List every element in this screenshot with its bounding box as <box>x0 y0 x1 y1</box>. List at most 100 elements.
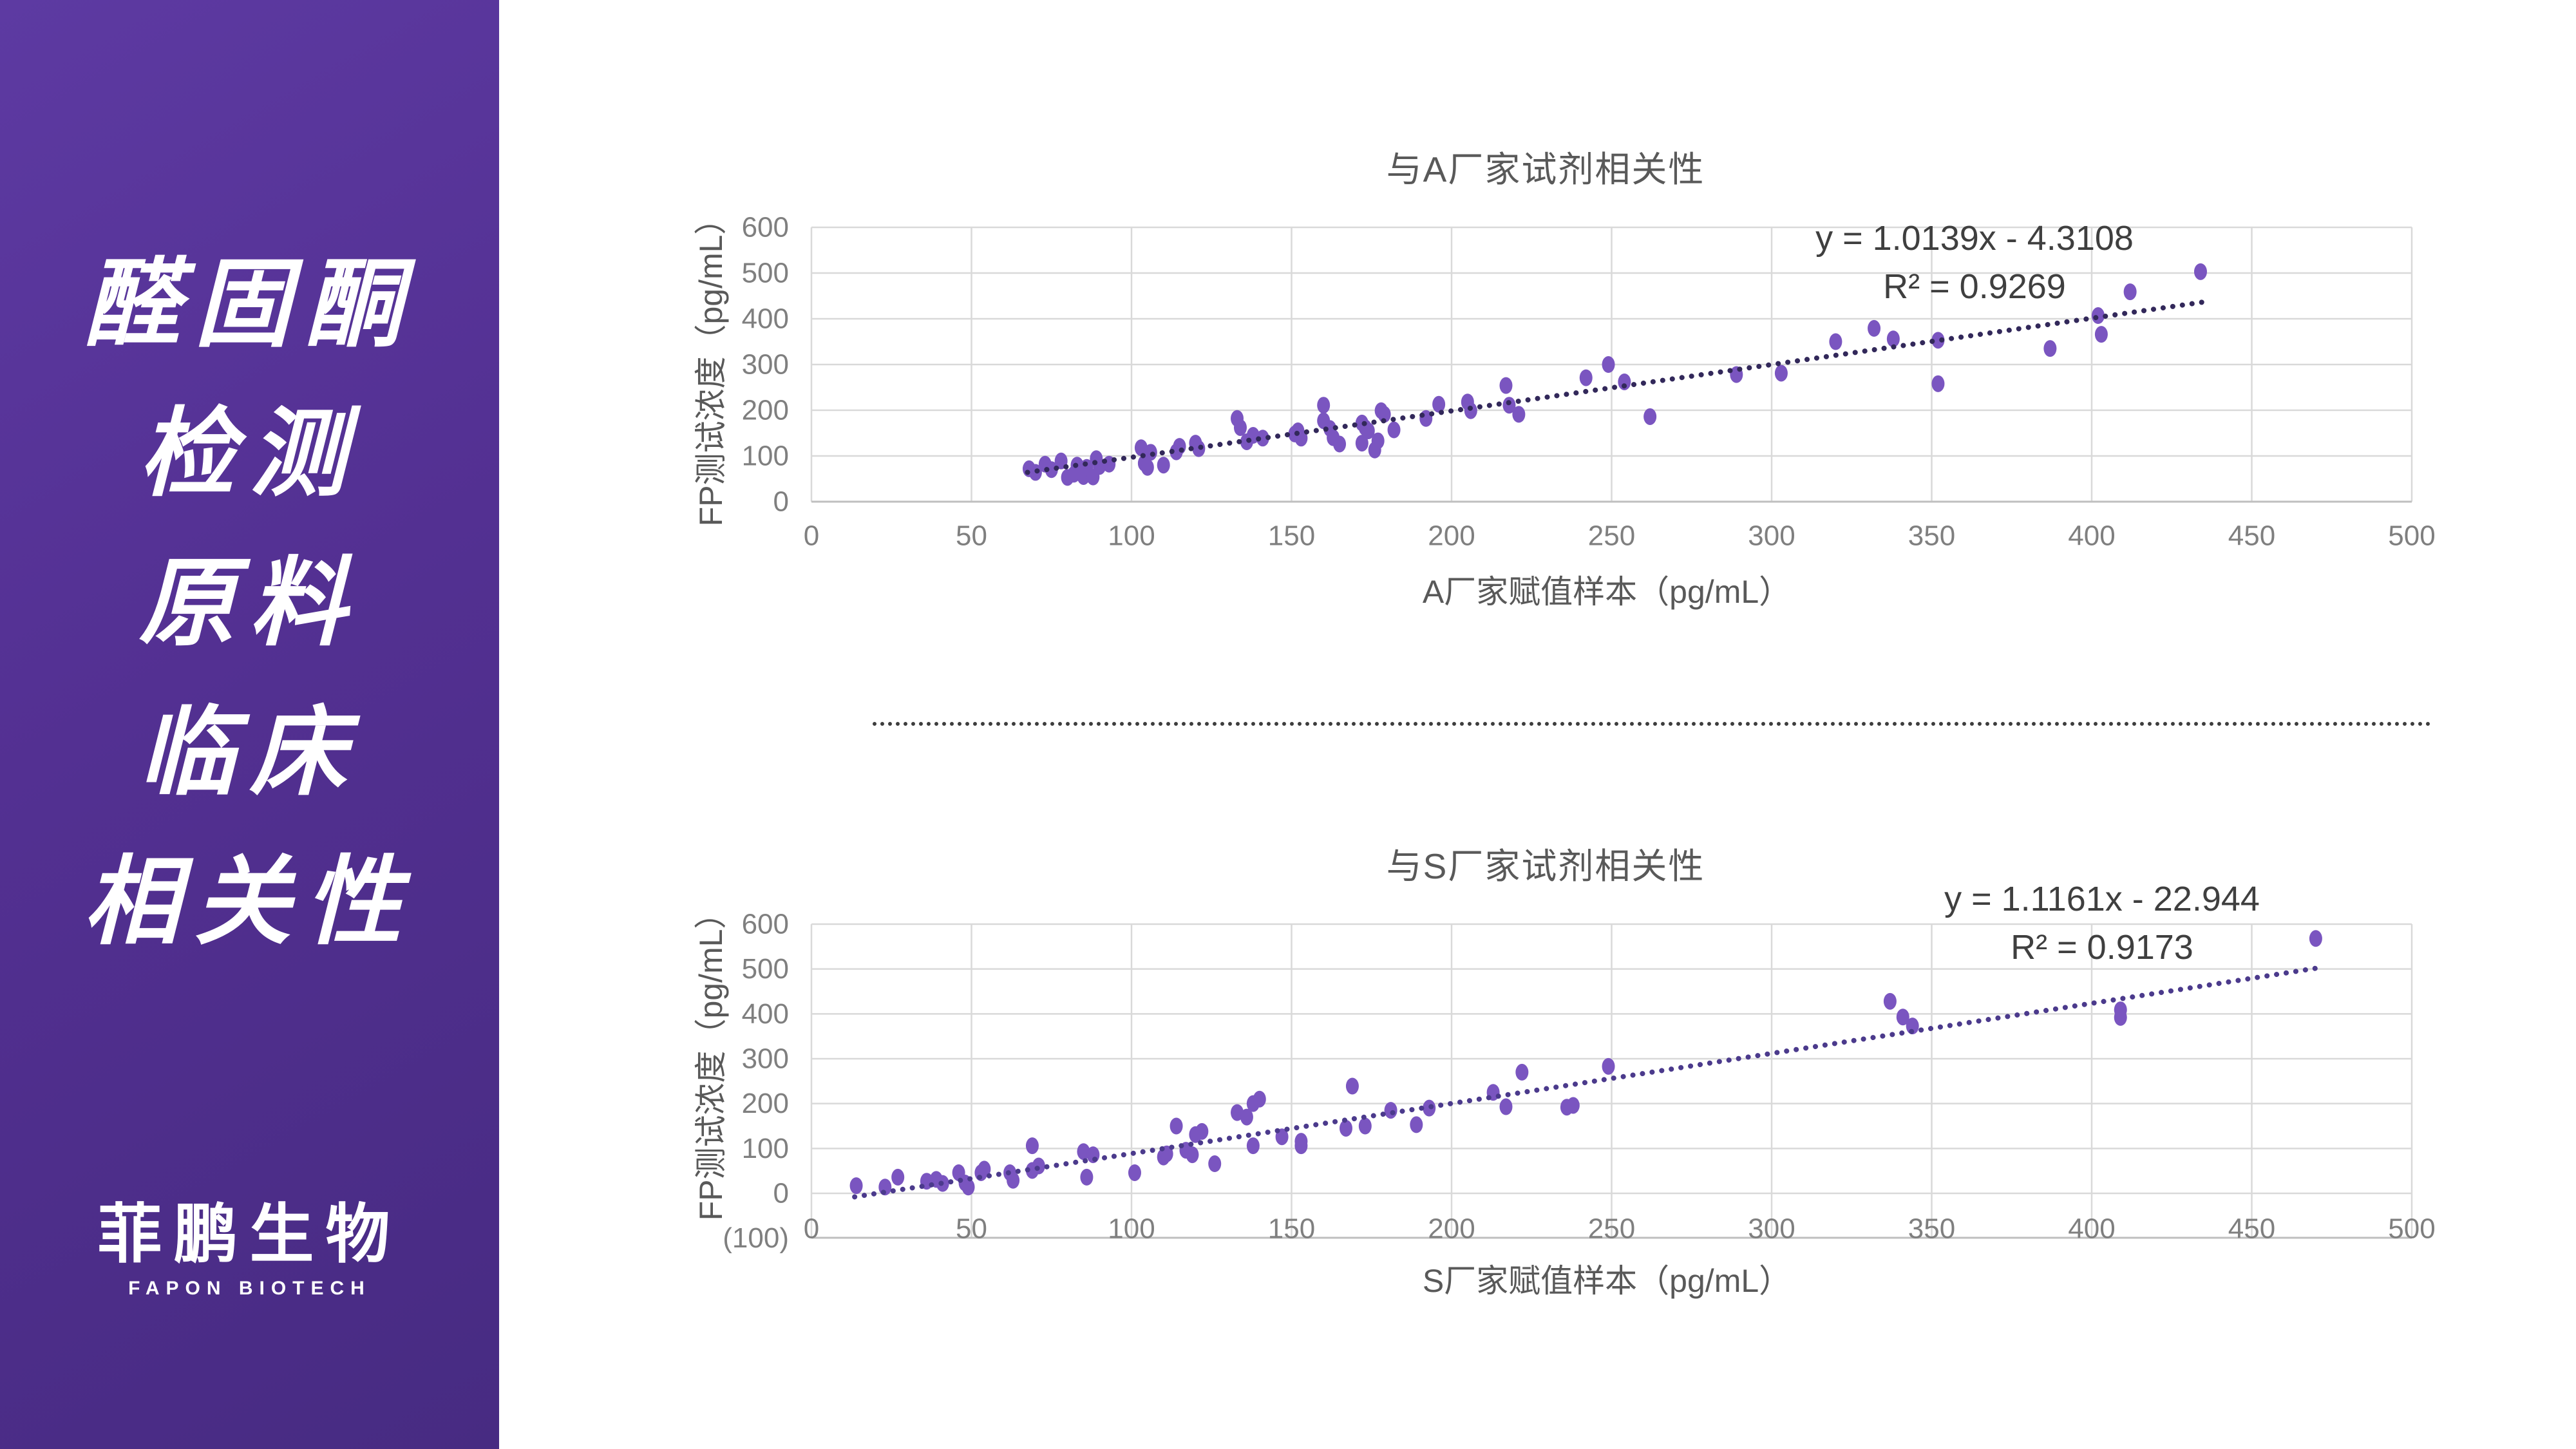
scatter-point <box>891 1168 905 1186</box>
brand-logo: 菲鹏生物 FAPON BIOTECH <box>0 1199 499 1300</box>
chart-s-y-axis-title: FP测试浓度（pg/mL） <box>693 896 729 1221</box>
svg-text:300: 300 <box>1748 1213 1795 1245</box>
slide-title-line: 原料 <box>138 549 361 657</box>
svg-text:600: 600 <box>742 212 789 243</box>
divider-line <box>873 722 2431 726</box>
scatter-point <box>1384 1102 1397 1119</box>
svg-text:200: 200 <box>1428 520 1475 552</box>
chart-a-x-tick-labels: 0 50 100 150 200 250 300 350 400 450 500 <box>804 520 2436 552</box>
slide-title: 醛固酮 检测 原料 临床 相关性 <box>0 229 499 976</box>
slide-title-line: 临床 <box>138 698 361 806</box>
scatter-point <box>1240 1108 1253 1126</box>
scatter-point <box>1931 332 1945 349</box>
scatter-point <box>1387 421 1401 439</box>
svg-text:250: 250 <box>1588 520 1635 552</box>
scatter-point <box>1045 461 1058 478</box>
svg-text:300: 300 <box>1748 520 1795 552</box>
scatter-point <box>1080 1168 1094 1186</box>
chart-s: 0 50 100 150 200 250 300 350 400 450 500 0 100 200 300… <box>723 909 2435 1255</box>
scatter-point <box>1512 406 1526 423</box>
slide-title-line: 相关性 <box>83 848 416 956</box>
svg-text:400: 400 <box>2068 520 2115 552</box>
chart-a-x-axis-title: A厂家赋值样本（pg/mL） <box>1422 574 1792 610</box>
scatter-point <box>1333 435 1347 453</box>
scatter-point <box>2043 340 2057 357</box>
chart-a: 0 50 100 150 200 250 300 350 400 450 500 0 100 200 300… <box>742 212 2436 552</box>
scatter-point <box>1233 419 1247 436</box>
scatter-point <box>1774 365 1788 382</box>
scatter-point <box>1371 432 1385 450</box>
scatter-point <box>1515 1063 1529 1081</box>
svg-text:500: 500 <box>2388 520 2435 552</box>
chart-s-equation-block: y = 1.1161x - 22.944 R² = 0.9173 <box>1944 875 2260 972</box>
chart-s-trendline-equation: y = 1.1161x - 22.944 <box>1944 880 2260 918</box>
svg-text:0: 0 <box>773 1178 789 1209</box>
svg-text:500: 500 <box>2388 1213 2435 1245</box>
scatter-point <box>1883 992 1897 1010</box>
svg-text:200: 200 <box>1428 1213 1475 1245</box>
chart-a-trendline-equation: y = 1.0139x - 4.3108 <box>1815 219 2134 258</box>
scatter-point <box>1358 1117 1372 1135</box>
scatter-point <box>1345 1077 1359 1095</box>
scatter-point <box>1141 459 1154 476</box>
scatter-point <box>2309 930 2322 947</box>
svg-text:400: 400 <box>742 303 789 335</box>
sidebar: 醛固酮 检测 原料 临床 相关性 菲鹏生物 FAPON BIOTECH <box>0 0 499 1449</box>
scatter-point <box>1317 397 1331 414</box>
scatter-point <box>1195 1122 1209 1140</box>
chart-a-trendline <box>1025 299 2210 475</box>
scatter-point <box>1896 1009 1909 1026</box>
scatter-point <box>849 1177 863 1195</box>
svg-text:200: 200 <box>742 1088 789 1119</box>
chart-a-gridlines <box>810 226 2413 503</box>
chart-s-x-axis-title: S厂家赋值样本（pg/mL） <box>1422 1263 1792 1299</box>
scatter-point <box>1432 395 1446 413</box>
scatter-point <box>1208 1155 1222 1173</box>
scatter-point <box>1173 438 1186 455</box>
brand-logo-chinese: 菲鹏生物 <box>97 1198 402 1271</box>
chart-s-trendline <box>852 965 2318 1200</box>
chart-a-title: 与A厂家试剂相关性 <box>1386 149 1705 189</box>
scatter-point <box>1643 408 1657 425</box>
chart-s-title: 与S厂家试剂相关性 <box>1386 846 1705 886</box>
scatter-point <box>1032 1157 1045 1175</box>
svg-text:0: 0 <box>804 1213 819 1245</box>
chart-s-x-tick-labels: 0 50 100 150 200 250 300 350 400 450 500 <box>804 1213 2436 1245</box>
svg-text:450: 450 <box>2228 1213 2275 1245</box>
scatter-point <box>1499 377 1513 394</box>
chart-a-equation-block: y = 1.0139x - 4.3108 R² = 0.9269 <box>1815 214 2134 311</box>
scatter-point <box>1339 1119 1352 1137</box>
scatter-point <box>2123 283 2137 301</box>
scatter-point <box>1253 1090 1266 1108</box>
scatter-point <box>1157 457 1170 474</box>
scatter-point <box>1579 369 1593 386</box>
svg-text:200: 200 <box>742 395 789 426</box>
scatter-point <box>1294 1137 1308 1155</box>
svg-text:350: 350 <box>1908 520 1955 552</box>
scatter-point <box>1566 1097 1580 1114</box>
svg-text:500: 500 <box>742 953 789 985</box>
scatter-point <box>1361 422 1375 439</box>
svg-text:50: 50 <box>956 520 987 552</box>
svg-text:100: 100 <box>1108 520 1155 552</box>
scatter-point <box>1007 1171 1020 1189</box>
svg-text:300: 300 <box>742 1043 789 1075</box>
chart-a-r-squared: R² = 0.9269 <box>1883 267 2066 306</box>
svg-text:0: 0 <box>804 520 819 552</box>
svg-text:300: 300 <box>742 349 789 381</box>
scatter-point <box>1128 1164 1141 1181</box>
scatter-point <box>1499 1098 1513 1115</box>
scatter-point <box>1602 1057 1615 1075</box>
chart-a-y-tick-labels: 0 100 200 300 400 500 600 <box>742 212 789 518</box>
scatter-point <box>1025 1137 1039 1155</box>
scatter-point <box>1502 397 1516 414</box>
scatter-point <box>2094 326 2108 343</box>
svg-text:600: 600 <box>742 909 789 940</box>
slide-title-line: 检测 <box>138 399 361 507</box>
scatter-point <box>1355 435 1368 452</box>
scatter-point <box>1378 406 1391 423</box>
svg-text:150: 150 <box>1268 520 1315 552</box>
svg-text:250: 250 <box>1588 1213 1635 1245</box>
scatter-point <box>1410 1116 1423 1133</box>
